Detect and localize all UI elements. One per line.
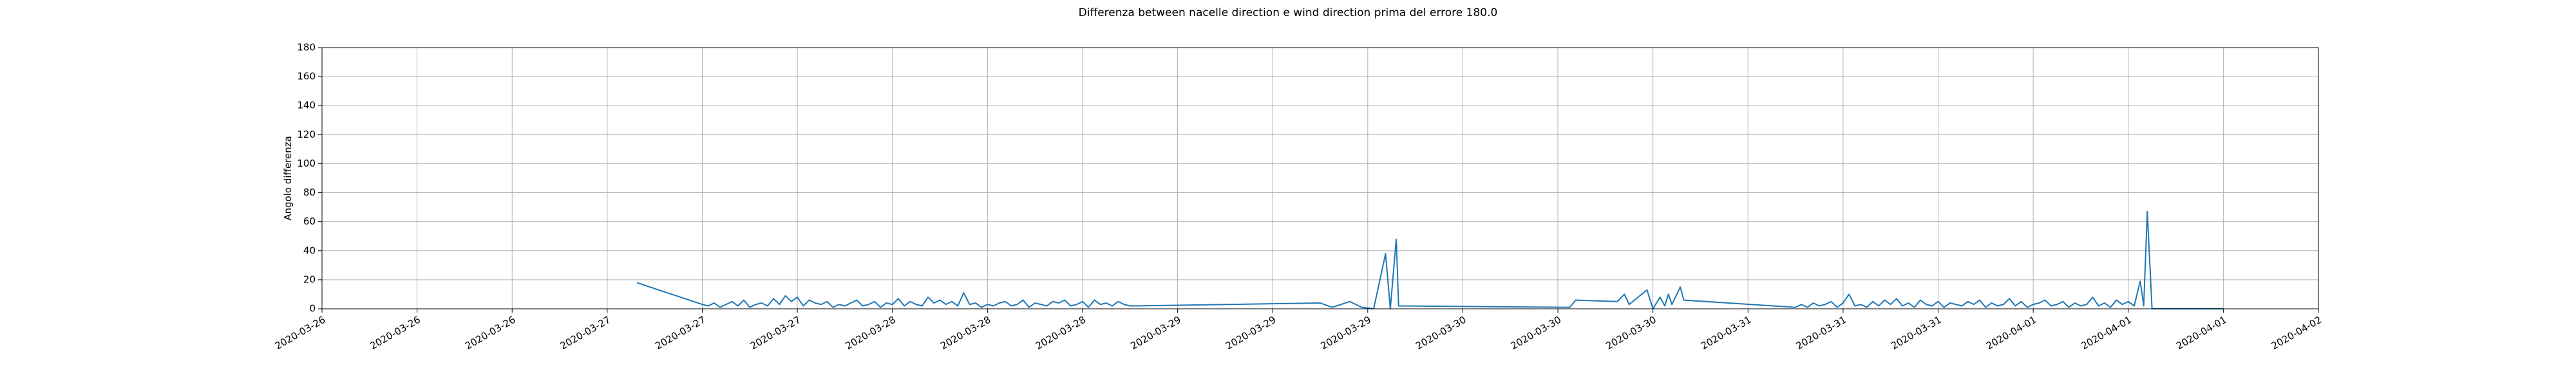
x-tick-label: 2020-03-30 (1414, 314, 1468, 352)
y-tick-label: 100 (297, 158, 316, 169)
x-tick-label: 2020-04-01 (1984, 314, 2039, 352)
x-tick-label: 2020-03-31 (1889, 314, 1944, 352)
x-tick-label: 2020-03-27 (748, 314, 803, 352)
chart-title: Differenza between nacelle direction e w… (1079, 6, 1498, 19)
data-line (636, 210, 2224, 309)
plot-frame (321, 47, 2319, 309)
y-tick-label: 120 (297, 129, 316, 140)
x-tick-label: 2020-04-01 (2079, 314, 2134, 352)
y-tick-label: 40 (303, 244, 316, 256)
x-tick-label: 2020-03-26 (368, 314, 422, 352)
x-tick-label: 2020-03-27 (653, 314, 708, 352)
x-tick-label: 2020-03-28 (938, 314, 993, 352)
x-tick-label: 2020-03-26 (273, 314, 328, 352)
y-tick-label: 0 (309, 303, 316, 315)
y-axis-label: Angolo differenza (282, 136, 294, 220)
x-tick-label: 2020-04-01 (2174, 314, 2229, 352)
x-tick-label: 2020-03-29 (1128, 314, 1183, 352)
y-tick-label: 140 (297, 100, 316, 111)
x-tick-label: 2020-03-28 (1034, 314, 1088, 352)
x-tick-label: 2020-03-30 (1604, 314, 1658, 352)
x-tick-label: 2020-03-30 (1509, 314, 1564, 352)
x-tick-label: 2020-03-27 (558, 314, 613, 352)
x-tick-label: 2020-03-29 (1319, 314, 1374, 352)
y-tick-label: 60 (303, 216, 316, 227)
y-tick-label: 80 (303, 187, 316, 198)
x-tick-label: 2020-04-02 (2269, 314, 2324, 352)
x-tick-label: 2020-03-29 (1224, 314, 1278, 352)
x-tick-label: 2020-03-31 (1794, 314, 1849, 352)
x-tick-label: 2020-03-31 (1699, 314, 1754, 352)
x-tick-label: 2020-03-28 (843, 314, 898, 352)
y-tick-label: 160 (297, 71, 316, 82)
y-tick-label: 180 (297, 42, 316, 53)
y-tick-label: 20 (303, 273, 316, 285)
x-tick-label: 2020-03-26 (463, 314, 518, 352)
